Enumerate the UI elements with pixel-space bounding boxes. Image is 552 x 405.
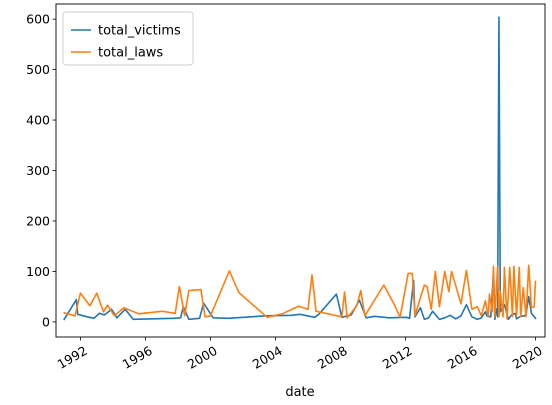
y-tick-label: 0	[42, 314, 50, 329]
legend-label-total-laws: total_laws	[98, 46, 163, 61]
y-tick-label: 600	[26, 12, 50, 27]
legend-box	[62, 11, 194, 66]
legend-label-total-victims: total_victims	[98, 24, 181, 39]
y-tick-label: 300	[26, 163, 50, 178]
y-tick-label: 100	[26, 264, 50, 279]
y-axis: 0 100 200 300 400 500 600	[26, 12, 56, 329]
series-line-total-victims	[63, 16, 537, 321]
series-line-total-laws	[63, 264, 537, 320]
x-axis-title: date	[285, 385, 314, 400]
y-tick-label: 500	[26, 62, 50, 77]
y-tick-label: 400	[26, 113, 50, 128]
y-tick-label: 200	[26, 213, 50, 228]
legend: total_victims total_laws	[62, 11, 194, 66]
plot-lines	[63, 16, 537, 321]
